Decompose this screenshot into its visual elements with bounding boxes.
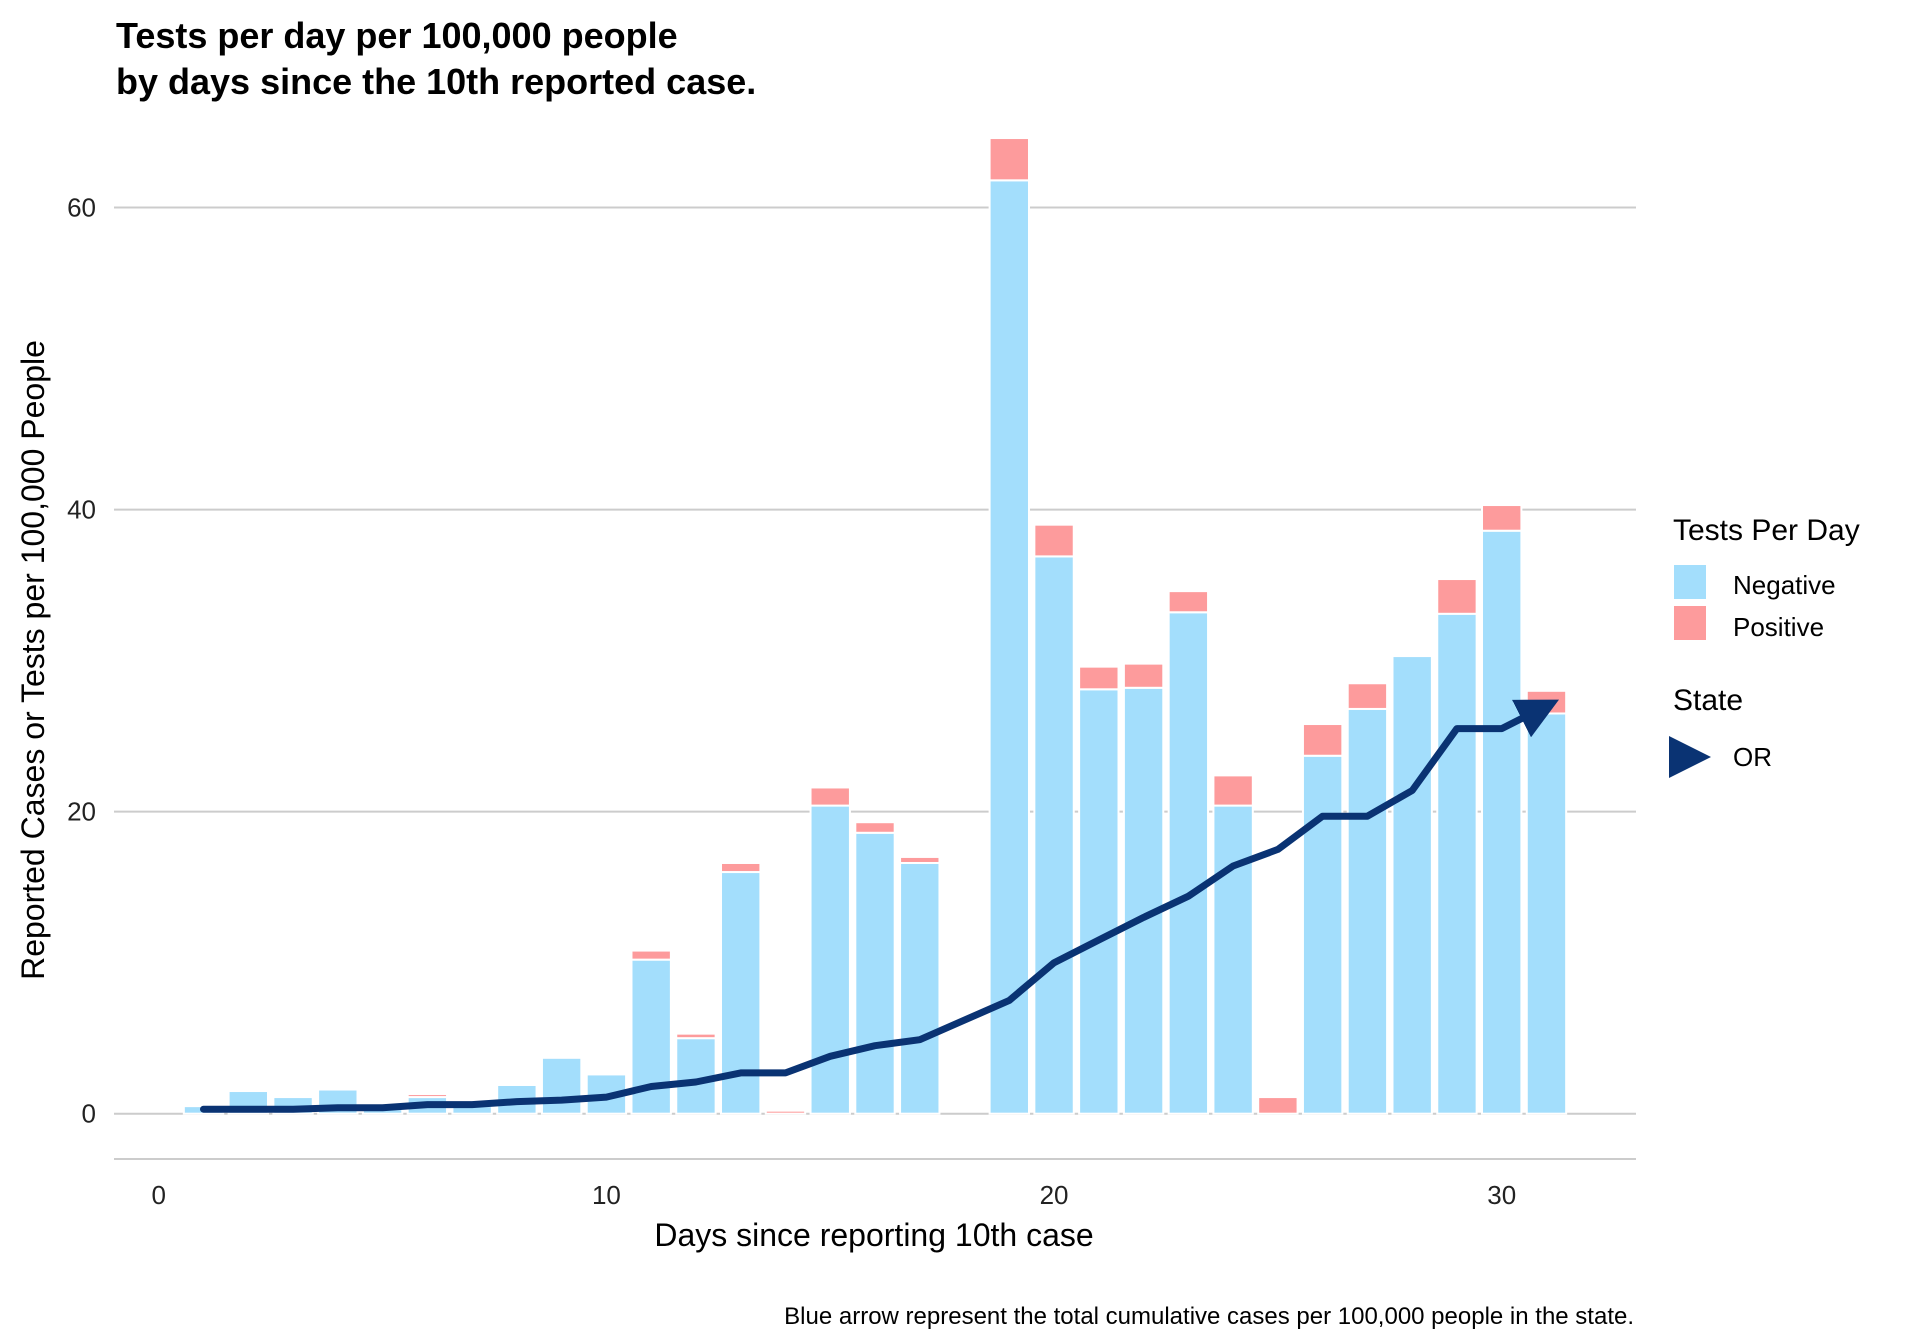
legend-swatch-positive [1674, 606, 1706, 640]
bar-positive [1346, 682, 1389, 710]
cumulative-line-layer [200, 699, 1559, 1113]
bar-positive [988, 137, 1030, 182]
bar-positive [1212, 774, 1254, 807]
bar-negative [809, 804, 851, 1115]
legend-fill-title: Tests Per Day [1673, 514, 1860, 547]
chart-title-line-2: by days since the 10th reported case. [116, 61, 756, 102]
bars [182, 137, 1568, 1115]
bar-negative [1436, 612, 1478, 1115]
bar-positive [720, 861, 762, 874]
bar-negative [854, 831, 896, 1115]
bar-positive [1078, 665, 1120, 691]
legend-label-negative: Negative [1733, 570, 1836, 600]
bar-positive [675, 1032, 717, 1040]
bar-negative [899, 861, 941, 1115]
legend-label-or: OR [1733, 742, 1772, 772]
y-tick-label: 60 [67, 193, 96, 223]
y-tick-label: 20 [67, 797, 96, 827]
cumulative-cases-line [200, 699, 1559, 1113]
x-tick-label: 20 [1040, 1180, 1069, 1210]
x-tick-label: 0 [152, 1180, 166, 1210]
x-tick-labels: 0 10 20 30 [152, 1180, 1517, 1210]
bar-negative [1346, 707, 1389, 1115]
bar-negative [1212, 804, 1254, 1115]
bar-negative [1301, 754, 1344, 1115]
bar-positive [1481, 504, 1523, 532]
chart-title-line-1: Tests per day per 100,000 people [116, 15, 678, 56]
x-tick-label: 10 [592, 1180, 621, 1210]
bar-negative [540, 1056, 583, 1115]
x-axis-label: Days since reporting 10th case [654, 1217, 1093, 1253]
legend-label-positive: Positive [1733, 612, 1824, 642]
bar-negative [1033, 555, 1075, 1115]
bar-negative [1167, 611, 1210, 1115]
bar-negative [1391, 655, 1433, 1115]
y-tick-labels: 0 20 40 60 [67, 193, 96, 1129]
legend-line-title: State [1673, 684, 1743, 717]
bar-positive [809, 786, 851, 807]
bar-negative [1122, 686, 1165, 1115]
chart-caption: Blue arrow represent the total cumulativ… [784, 1303, 1634, 1330]
bar-positive [630, 949, 672, 961]
bar-positive [1033, 523, 1075, 558]
x-tick-label: 30 [1487, 1180, 1516, 1210]
bar-positive [1257, 1096, 1299, 1115]
legend: Tests Per Day Negative Positive State OR [1669, 514, 1860, 778]
y-tick-label: 40 [67, 495, 96, 525]
bar-positive [764, 1109, 807, 1115]
y-axis-label: Reported Cases or Tests per 100,000 Peop… [15, 340, 51, 980]
bar-negative [988, 179, 1030, 1115]
bar-positive [899, 855, 941, 864]
bar-positive [406, 1093, 449, 1099]
bar-positive [854, 821, 896, 834]
bar-negative [1078, 688, 1120, 1115]
bar-positive [1167, 590, 1210, 614]
bar-positive [1436, 578, 1478, 615]
bar-positive [1301, 723, 1344, 757]
bar-positive [1122, 662, 1165, 689]
y-tick-label: 0 [82, 1099, 96, 1129]
bar-negative [1481, 529, 1523, 1115]
bar-negative [1525, 712, 1568, 1115]
legend-swatch-negative [1674, 565, 1706, 599]
